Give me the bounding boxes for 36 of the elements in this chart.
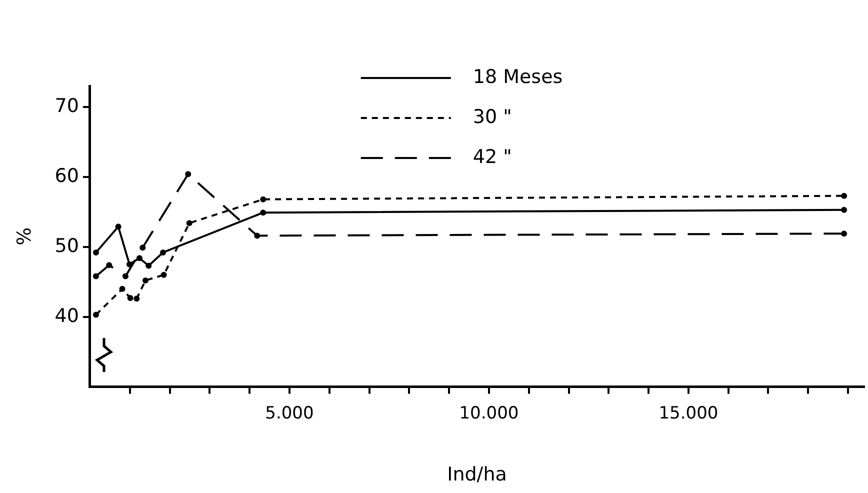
point [260,196,266,202]
point [260,210,266,216]
x-tick-label: 5.000 [265,403,314,424]
legend-label: 30 " [472,106,512,128]
point [115,224,122,230]
point [160,249,166,256]
x-axis-title: Ind/ha [447,464,507,486]
point [126,261,132,268]
point [142,277,148,284]
y-tick-label: 70 [54,94,79,117]
point [841,230,848,237]
x-tick-label: 15.000 [658,403,718,424]
point [92,312,99,318]
point [254,232,260,239]
x-tick-label: 10.000 [459,403,519,424]
point [134,296,140,302]
point [160,272,167,278]
y-tick-label: 50 [54,234,79,257]
point [841,192,848,199]
y-axis-title: % [13,227,36,246]
point [106,262,112,268]
legend-label: 18 Meses [472,66,563,88]
point [92,273,99,280]
y-tick-label: 40 [54,304,79,327]
point [185,171,192,178]
point [119,286,126,292]
point [841,206,848,213]
legend-label: 42 " [472,146,512,168]
point [136,255,142,262]
point [122,273,128,280]
point [92,249,99,256]
point [140,244,146,251]
point [186,220,192,226]
y-tick-label: 60 [54,164,79,187]
point [146,262,152,269]
point [127,294,134,301]
